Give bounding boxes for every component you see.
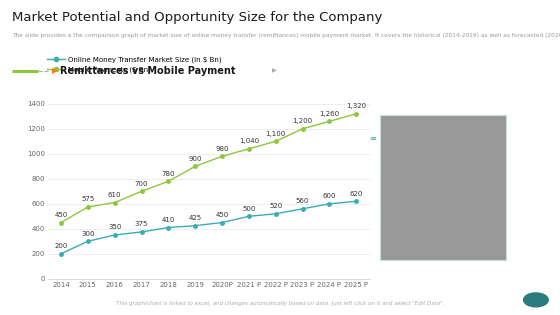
Text: 1,200: 1,200 (292, 118, 312, 124)
Text: 425: 425 (189, 215, 202, 221)
Text: 450: 450 (216, 212, 228, 218)
Text: 200: 200 (54, 243, 68, 249)
Text: 600: 600 (323, 193, 336, 199)
Text: ▶: ▶ (52, 66, 57, 75)
Text: This graph/chart is linked to excel, and changes automatically based on data. Ju: This graph/chart is linked to excel, and… (116, 301, 444, 306)
Text: 450: 450 (54, 212, 68, 218)
Text: Market Potential and Opportunity Size for the Company: Market Potential and Opportunity Size fo… (12, 11, 382, 24)
Text: 780: 780 (162, 171, 175, 177)
Text: The slide provides a the comparison graph of market size of online money transfe: The slide provides a the comparison grap… (12, 33, 560, 38)
Text: 1,040: 1,040 (239, 138, 259, 144)
Text: 375: 375 (135, 221, 148, 227)
Text: 980: 980 (215, 146, 229, 152)
Text: 560: 560 (296, 198, 309, 204)
Text: 900: 900 (188, 156, 202, 162)
Text: 1,320: 1,320 (346, 103, 366, 109)
Text: 620: 620 (349, 191, 363, 197)
Text: 500: 500 (242, 206, 255, 212)
Text: 350: 350 (108, 225, 122, 231)
Text: 575: 575 (81, 196, 95, 202)
Text: Remittances vs Mobile Payment: Remittances vs Mobile Payment (60, 66, 236, 76)
Text: 410: 410 (162, 217, 175, 223)
Text: 1,260: 1,260 (319, 111, 339, 117)
Text: 1,100: 1,100 (265, 131, 286, 137)
Text: 610: 610 (108, 192, 122, 198)
Text: 520: 520 (269, 203, 282, 209)
Text: ≡: ≡ (370, 134, 376, 143)
Legend: Online Money Transfer Market Size (in $ Bn), Mobile Payments ($ Bn): Online Money Transfer Market Size (in $ … (45, 54, 225, 76)
Text: 300: 300 (81, 231, 95, 237)
Text: 700: 700 (135, 181, 148, 187)
Text: ▶: ▶ (272, 68, 276, 73)
